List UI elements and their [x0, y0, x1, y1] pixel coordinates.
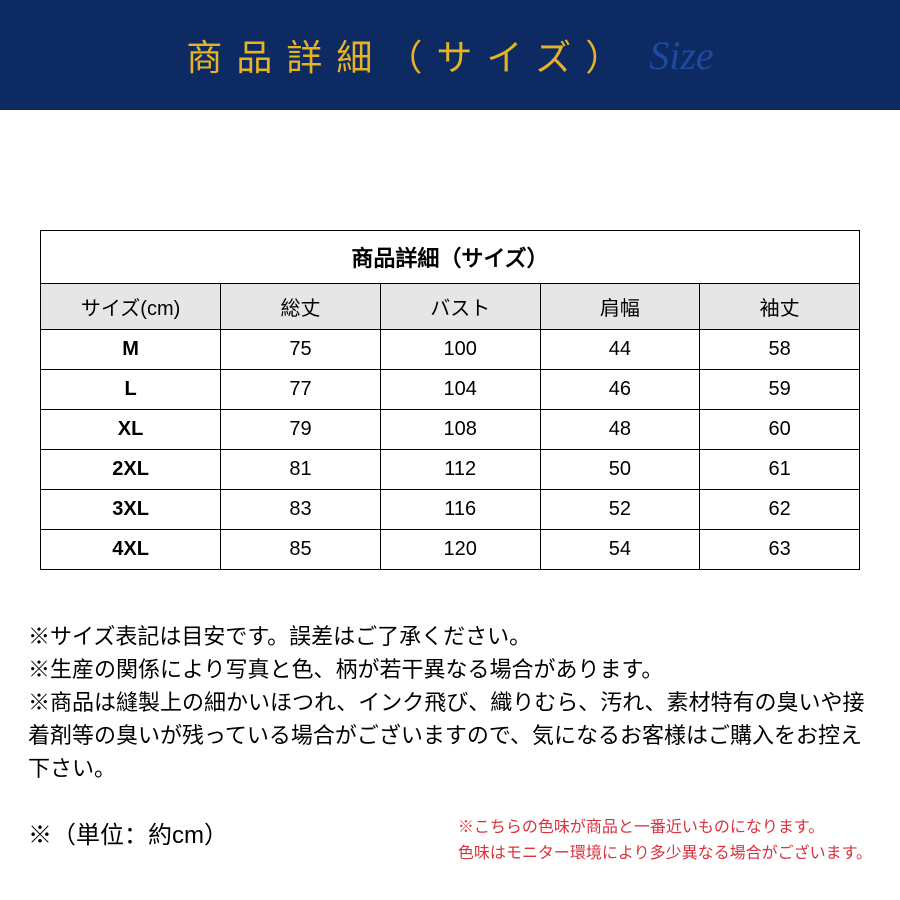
note-line: ※生産の関係により写真と色、柄が若干異なる場合があります。	[28, 653, 872, 686]
color-note: ※こちらの色味が商品と一番近いものになります。色味はモニター環境により多少異なる…	[458, 815, 872, 866]
value-cell: 75	[221, 330, 381, 370]
value-cell: 63	[700, 530, 860, 570]
size-cell: XL	[41, 410, 221, 450]
size-table-container: 商品詳細（サイズ） サイズ(cm)総丈バスト肩幅袖丈 M751004458L77…	[40, 230, 860, 570]
value-cell: 116	[380, 490, 540, 530]
value-cell: 120	[380, 530, 540, 570]
value-cell: 61	[700, 450, 860, 490]
table-header-cell: 肩幅	[540, 284, 700, 330]
table-header-row: サイズ(cm)総丈バスト肩幅袖丈	[41, 284, 860, 330]
table-header-cell: 総丈	[221, 284, 381, 330]
size-cell: L	[41, 370, 221, 410]
table-body: M751004458L771044659XL7910848602XL811125…	[41, 330, 860, 570]
color-note-line: ※こちらの色味が商品と一番近いものになります。	[458, 815, 872, 841]
notes-block: ※サイズ表記は目安です。誤差はご了承ください。※生産の関係により写真と色、柄が若…	[28, 620, 872, 785]
table-row: 2XL811125061	[41, 450, 860, 490]
size-cell: 4XL	[41, 530, 221, 570]
table-row: XL791084860	[41, 410, 860, 450]
value-cell: 81	[221, 450, 381, 490]
value-cell: 52	[540, 490, 700, 530]
banner: 商品詳細（サイズ） Size	[0, 0, 900, 110]
value-cell: 108	[380, 410, 540, 450]
value-cell: 85	[221, 530, 381, 570]
table-row: 3XL831165262	[41, 490, 860, 530]
color-note-line: 色味はモニター環境により多少異なる場合がございます。	[458, 841, 872, 867]
value-cell: 54	[540, 530, 700, 570]
unit-label: ※（単位：約cm）	[28, 815, 228, 850]
table-header-cell: 袖丈	[700, 284, 860, 330]
size-cell: 3XL	[41, 490, 221, 530]
table-row: 4XL851205463	[41, 530, 860, 570]
value-cell: 59	[700, 370, 860, 410]
table-header-cell: バスト	[380, 284, 540, 330]
value-cell: 44	[540, 330, 700, 370]
value-cell: 83	[221, 490, 381, 530]
banner-title-jp: 商品詳細（サイズ）	[186, 29, 635, 81]
table-header-cell: サイズ(cm)	[41, 284, 221, 330]
note-line: ※サイズ表記は目安です。誤差はご了承ください。	[28, 620, 872, 653]
footer-row: ※（単位：約cm） ※こちらの色味が商品と一番近いものになります。色味はモニター…	[28, 815, 872, 866]
value-cell: 62	[700, 490, 860, 530]
value-cell: 100	[380, 330, 540, 370]
value-cell: 50	[540, 450, 700, 490]
value-cell: 104	[380, 370, 540, 410]
value-cell: 79	[221, 410, 381, 450]
banner-title-en: Size	[649, 32, 713, 79]
value-cell: 112	[380, 450, 540, 490]
value-cell: 77	[221, 370, 381, 410]
value-cell: 46	[540, 370, 700, 410]
value-cell: 58	[700, 330, 860, 370]
table-caption: 商品詳細（サイズ）	[40, 230, 860, 283]
size-cell: 2XL	[41, 450, 221, 490]
value-cell: 60	[700, 410, 860, 450]
value-cell: 48	[540, 410, 700, 450]
note-line: ※商品は縫製上の細かいほつれ、インク飛び、織りむら、汚れ、素材特有の臭いや接着剤…	[28, 686, 872, 785]
table-row: M751004458	[41, 330, 860, 370]
table-row: L771044659	[41, 370, 860, 410]
size-cell: M	[41, 330, 221, 370]
size-table: 商品詳細（サイズ） サイズ(cm)総丈バスト肩幅袖丈 M751004458L77…	[40, 230, 860, 570]
